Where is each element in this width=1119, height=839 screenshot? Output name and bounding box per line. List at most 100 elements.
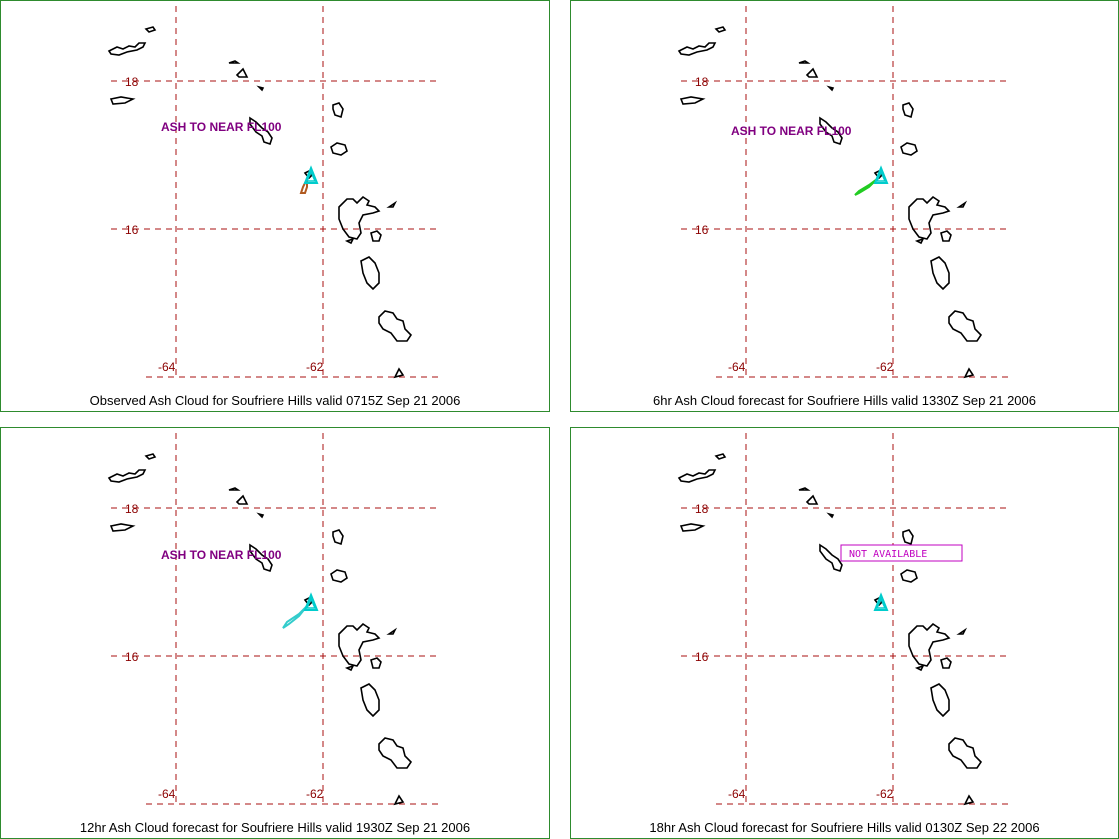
island-martinique (378, 310, 413, 342)
status-text: NOT AVAILABLE (849, 549, 927, 560)
map-panel-3: 18 16 -64 -62 (0, 427, 550, 839)
lat-label-16: 16 (125, 223, 139, 237)
island-stkitts (256, 85, 265, 92)
island-virgin-small (144, 26, 157, 33)
island-virgin-islands (677, 42, 717, 56)
island-mariegalante (940, 230, 952, 242)
volcano-triangle-inner (875, 597, 887, 609)
volcano-triangle (873, 165, 889, 184)
panel-caption: 18hr Ash Cloud forecast for Soufriere Hi… (649, 820, 1040, 835)
coastlines (107, 26, 413, 379)
island-ladesirade (956, 200, 968, 208)
ash-annotation: ASH TO NEAR FL100 (161, 120, 282, 134)
volcano-marker (303, 165, 319, 184)
island-stkitts (826, 85, 835, 92)
island-lessaintes (344, 237, 355, 245)
volcano-triangle (873, 592, 889, 611)
coastlines (107, 453, 413, 806)
ash-cloud-outline (854, 178, 878, 196)
volcano-triangle (303, 165, 319, 184)
island-dominica (360, 683, 380, 718)
island-guadeloupe (908, 622, 951, 667)
island-stlucia (393, 794, 405, 806)
island-stcroix (109, 96, 136, 105)
map-canvas: 18 16 -64 -62 (107, 6, 441, 379)
volcano-triangle (303, 592, 319, 611)
lat-label-18: 18 (695, 75, 709, 89)
island-stcroix (679, 96, 706, 105)
grid (681, 433, 1011, 805)
grid (111, 6, 441, 378)
island-stkitts (256, 512, 265, 519)
volcano-marker (873, 165, 889, 184)
ash-cloud-outline (282, 605, 308, 629)
map-panel-4: 18 16 -64 -62 (570, 427, 1119, 839)
lat-label-16: 16 (125, 650, 139, 664)
island-mariegalante (940, 657, 952, 669)
island-antigua (330, 142, 348, 156)
island-dominica (360, 256, 380, 291)
status-box-frame (840, 544, 963, 562)
ash-cloud-outline (299, 178, 308, 194)
island-barbuda (902, 102, 914, 119)
lat-label-16: 16 (695, 223, 709, 237)
lat-label-16: 16 (695, 650, 709, 664)
ash-annotation: ASH TO NEAR FL100 (161, 548, 282, 562)
island-nevis (819, 116, 843, 146)
island-stlucia (963, 367, 975, 379)
status-box: NOT AVAILABLE (840, 544, 963, 562)
island-anguilla (228, 60, 249, 78)
lon-label-62: -62 (876, 787, 894, 801)
island-guadeloupe (338, 622, 381, 667)
map-canvas: 18 16 -64 -62 (677, 433, 1011, 806)
island-martinique (948, 310, 983, 342)
volcano-triangle-inner (305, 597, 317, 609)
island-virgin-small (714, 26, 727, 33)
island-ladesirade (956, 627, 968, 635)
island-dominica (930, 683, 950, 718)
island-dominica (930, 256, 950, 291)
lat-label-18: 18 (125, 75, 139, 89)
island-virgin-small (714, 453, 727, 460)
ash-cloud (854, 178, 878, 196)
island-anguilla (798, 487, 819, 505)
lon-label-62: -62 (306, 360, 324, 374)
grid (681, 6, 1011, 378)
ash-cloud (282, 605, 308, 629)
island-nevis (819, 543, 843, 573)
lon-label-64: -64 (158, 787, 176, 801)
volcano-triangle-inner (875, 170, 887, 182)
island-stcroix (109, 523, 136, 532)
map-panel-1: 18 16 -64 -62 (0, 0, 550, 412)
panel-caption: 12hr Ash Cloud forecast for Soufriere Hi… (79, 820, 471, 835)
island-barbuda (902, 529, 914, 546)
island-nevis (249, 543, 273, 573)
lon-label-64: -64 (728, 360, 746, 374)
island-lessaintes (344, 664, 355, 672)
lon-label-62: -62 (306, 787, 324, 801)
island-stlucia (393, 367, 405, 379)
island-nevis (249, 116, 273, 146)
lon-label-62: -62 (876, 360, 894, 374)
lat-label-18: 18 (695, 502, 709, 516)
coastlines (677, 26, 983, 379)
ash-cloud (299, 178, 308, 194)
island-anguilla (798, 60, 819, 78)
map-panel-2: 18 16 -64 -62 (570, 0, 1119, 412)
island-martinique (378, 737, 413, 769)
lat-label-18: 18 (125, 502, 139, 516)
volcano-marker (873, 592, 889, 611)
panel-caption: 6hr Ash Cloud forecast for Soufriere Hil… (653, 393, 1036, 408)
island-antigua (900, 142, 918, 156)
lon-label-64: -64 (728, 787, 746, 801)
island-virgin-islands (107, 42, 147, 56)
lon-label-64: -64 (158, 360, 176, 374)
island-barbuda (332, 529, 344, 546)
island-lessaintes (914, 664, 925, 672)
island-stkitts (826, 512, 835, 519)
volcano-marker (303, 592, 319, 611)
map-canvas: 18 16 -64 -62 (677, 6, 1011, 379)
island-mariegalante (370, 230, 382, 242)
island-virgin-small (144, 453, 157, 460)
island-stcroix (679, 523, 706, 532)
